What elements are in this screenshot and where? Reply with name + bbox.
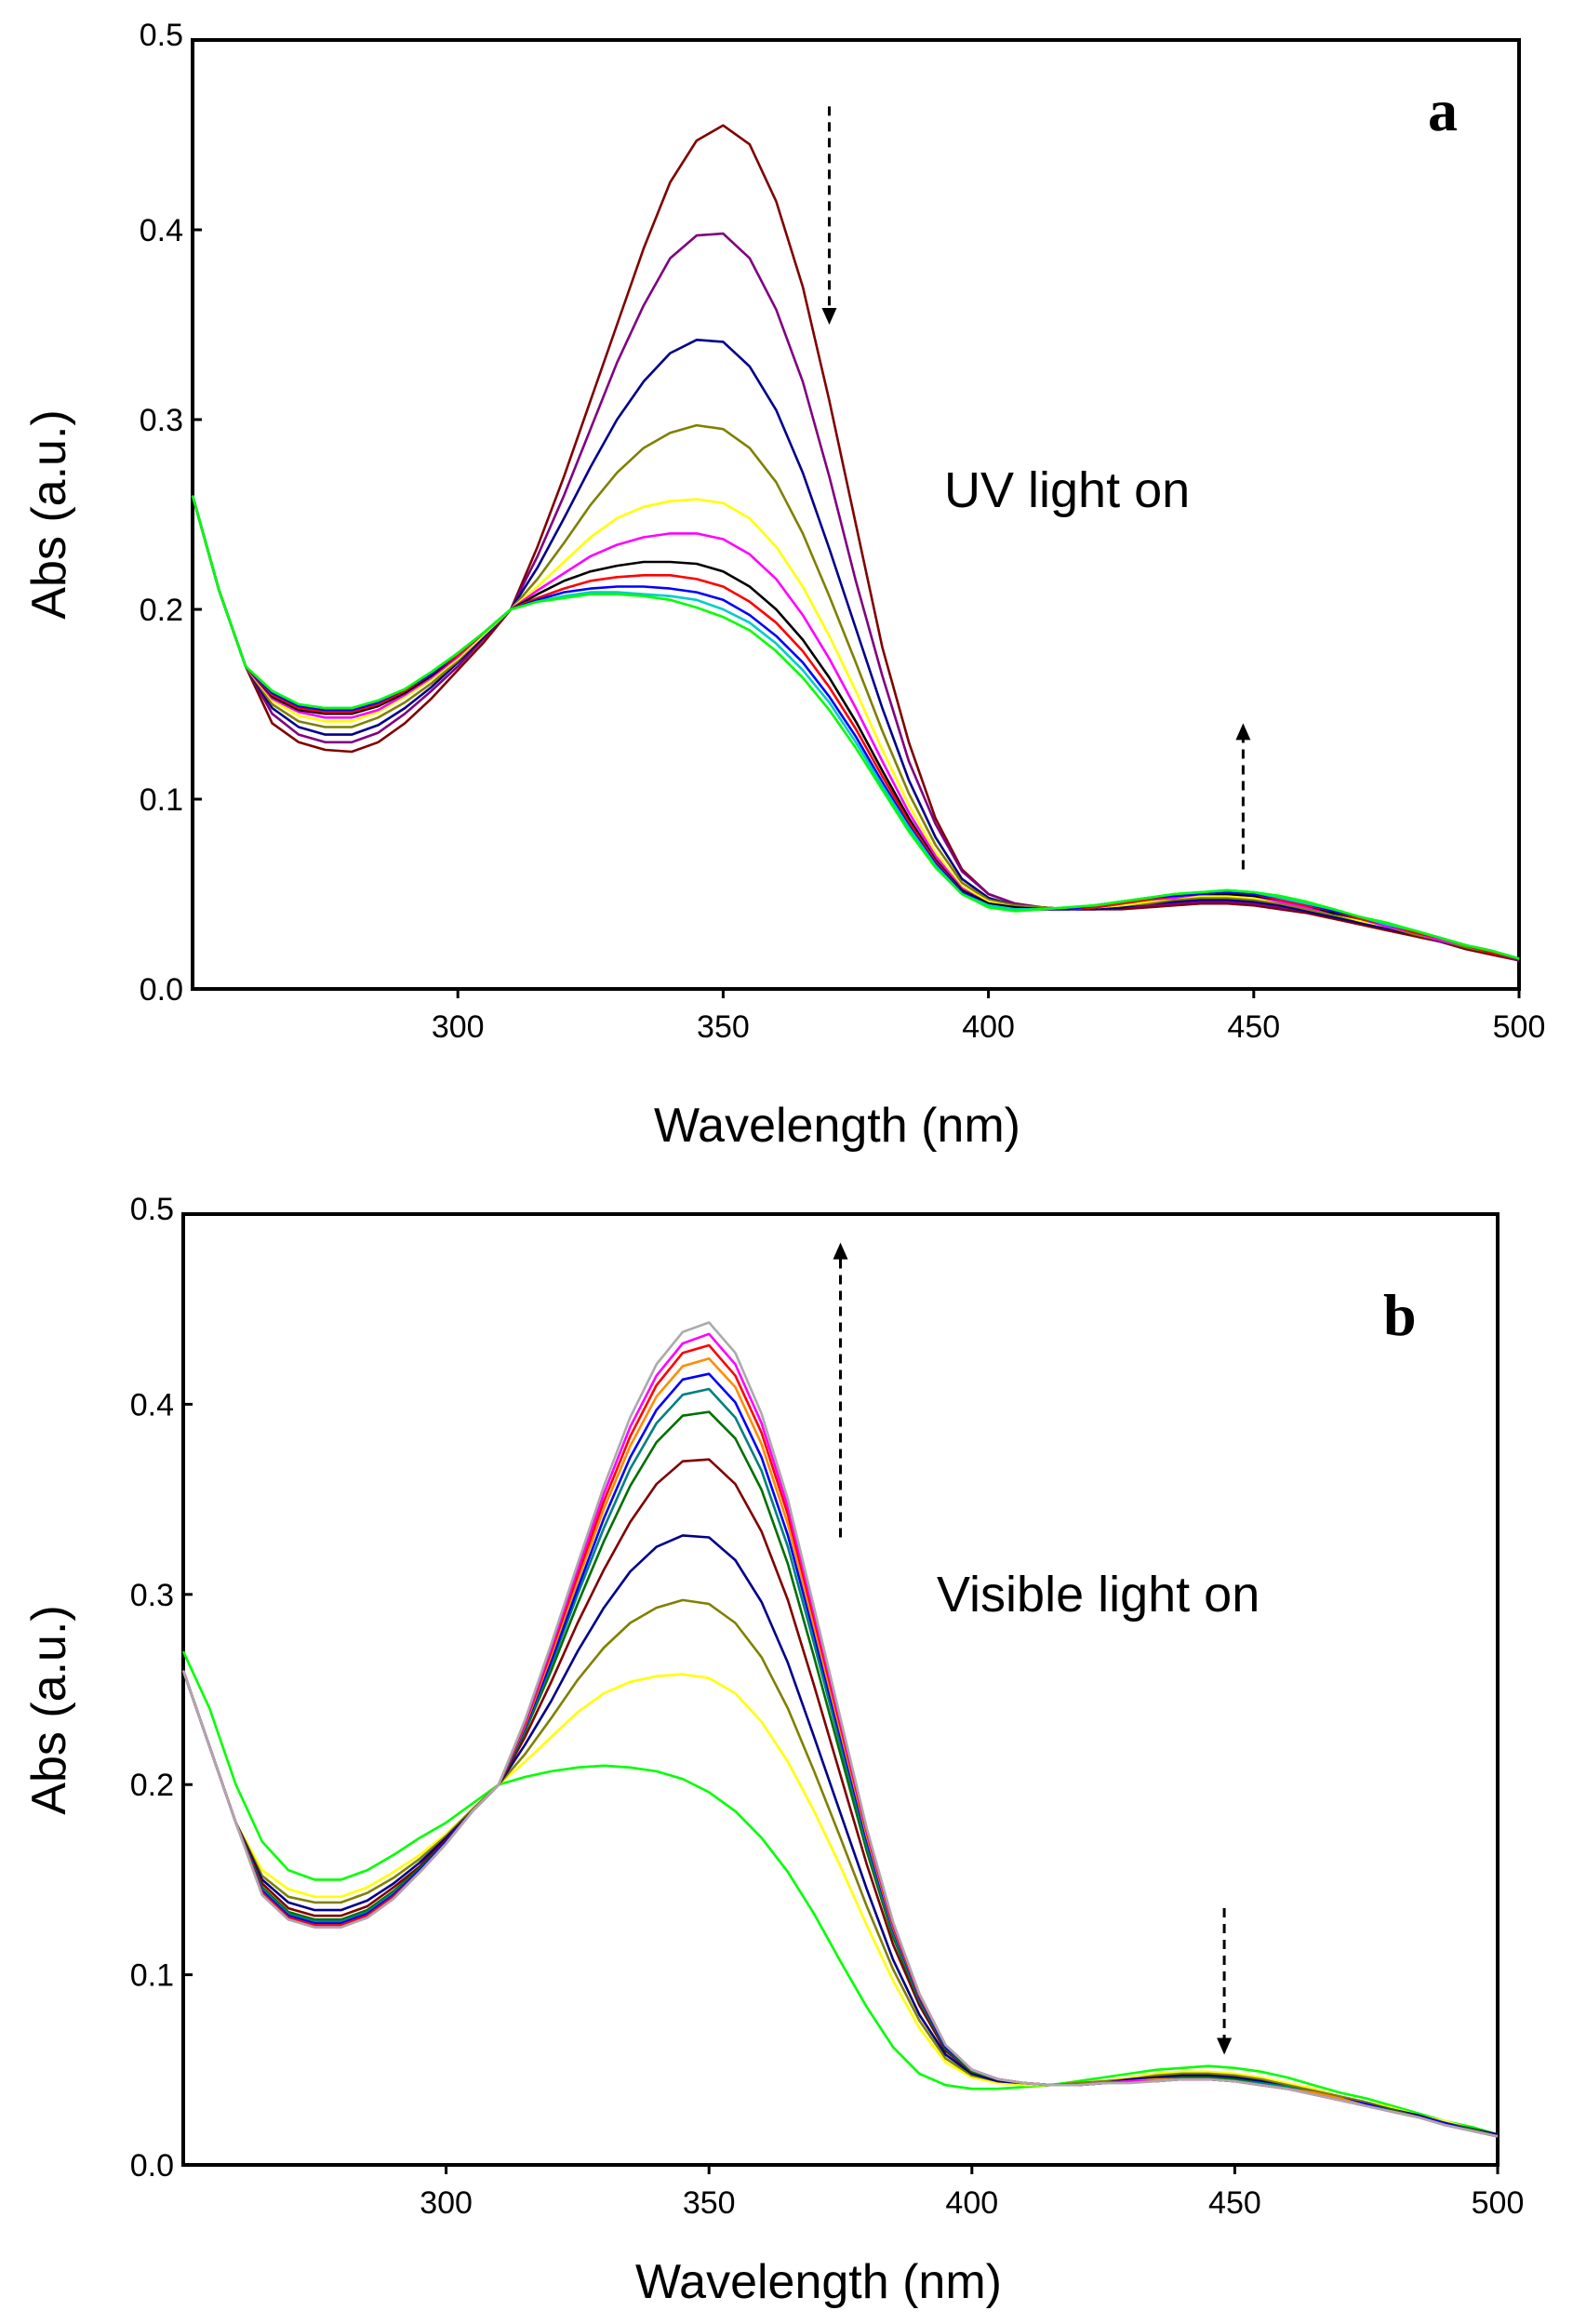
- series-line-b-4: [181, 1458, 1499, 2138]
- y-ticks-b: 0.0 0.1 0.2 0.3 0.4 0.5: [130, 1192, 193, 2184]
- y-tick-label-b: 0.3: [130, 1578, 174, 1613]
- y-tick-label-b: 0.2: [130, 1768, 174, 1803]
- x-ticks-b: 300 350 400 450 500: [420, 2165, 1524, 2221]
- x-tick-label-a: 350: [697, 1009, 750, 1045]
- y-ticks-a: 0.0 0.1 0.2 0.3 0.4 0.5: [140, 18, 202, 1008]
- series-line-b-0: [181, 1650, 1499, 2136]
- series-line-b-1: [181, 1670, 1499, 2136]
- trend-arrows-b: [833, 1242, 1233, 2055]
- y-tick-label-a: 0.2: [140, 593, 183, 628]
- panel-label-b: b: [1383, 1282, 1417, 1348]
- y-tick-label-b: 0.5: [130, 1192, 174, 1227]
- x-ticks-a: 300 350 400 450 500: [432, 989, 1546, 1045]
- annotation-uv-light-on: UV light on: [944, 462, 1190, 518]
- y-tick-label-b: 0.4: [130, 1387, 174, 1422]
- y-tick-label-a: 0.4: [140, 213, 183, 248]
- x-tick-label-a: 300: [432, 1009, 485, 1045]
- x-tick-label-b: 350: [683, 2185, 736, 2221]
- x-tick-label-b: 500: [1472, 2185, 1525, 2221]
- trend-arrow-up-a: [1235, 723, 1251, 870]
- series-line-b-2: [181, 1598, 1499, 2136]
- x-tick-label-b: 450: [1208, 2185, 1261, 2221]
- x-tick-label-a: 450: [1227, 1009, 1280, 1045]
- series-line-a-3: [191, 423, 1520, 960]
- series-layer-a: [191, 124, 1520, 962]
- x-tick-label-b: 300: [420, 2185, 473, 2221]
- series-line-a-10: [191, 495, 1520, 960]
- x-axis-title-a: Wavelength (nm): [654, 1099, 1020, 1153]
- x-tick-label-a: 500: [1493, 1009, 1546, 1045]
- series-line-a-1: [191, 232, 1520, 962]
- trend-arrow-down-a: [821, 106, 837, 325]
- x-axis-title-b: Wavelength (nm): [635, 2255, 1002, 2309]
- y-tick-label-a: 0.3: [140, 403, 183, 438]
- trend-arrow-down-b: [1217, 1908, 1233, 2055]
- y-axis-title-b: Abs (a.u.): [22, 1605, 76, 1814]
- x-tick-label-b: 400: [945, 2185, 998, 2221]
- y-tick-label-a: 0.5: [140, 18, 183, 53]
- x-tick-label-a: 400: [962, 1009, 1015, 1045]
- y-tick-label-b: 0.1: [130, 1958, 174, 1994]
- series-line-a-5: [191, 495, 1520, 960]
- plot-frame-a: [191, 38, 1521, 991]
- y-tick-label-a: 0.1: [140, 782, 183, 818]
- panel-a: 0.0 0.1 0.2 0.3 0.4 0.5 300 350 400 450 500 a UV …: [22, 18, 1545, 1153]
- y-tick-label-b: 0.0: [130, 2148, 174, 2184]
- series-layer-b: [181, 1321, 1499, 2138]
- y-tick-label-a: 0.0: [140, 972, 183, 1008]
- y-axis-title-a: Abs (a.u.): [22, 409, 76, 619]
- panel-label-a: a: [1428, 77, 1458, 143]
- trend-arrows-a: [821, 106, 1251, 870]
- series-line-a-7: [191, 495, 1520, 960]
- plot-frame-b: [181, 1212, 1500, 2167]
- annotation-visible-light-on: Visible light on: [937, 1567, 1260, 1623]
- series-line-b-11: [181, 1321, 1499, 2138]
- trend-arrow-up-b: [833, 1242, 848, 1538]
- series-line-a-0: [191, 124, 1520, 962]
- panel-b: 0.0 0.1 0.2 0.3 0.4 0.5 300 350 400 450 500 b Vis…: [22, 1192, 1524, 2309]
- series-line-a-2: [191, 338, 1520, 960]
